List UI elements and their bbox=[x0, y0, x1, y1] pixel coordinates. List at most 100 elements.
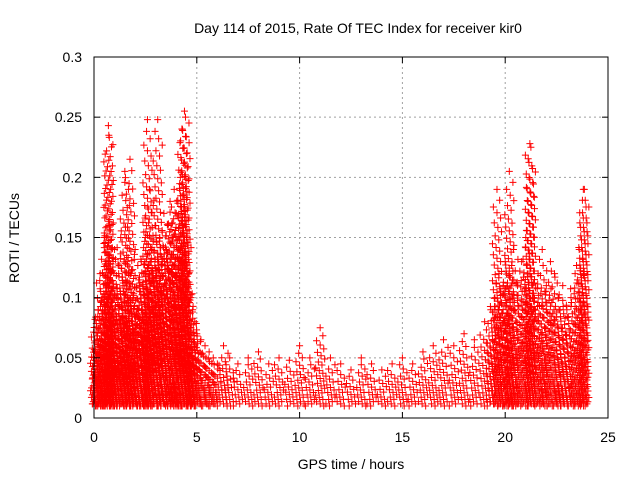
data-point bbox=[563, 306, 571, 314]
data-point bbox=[468, 352, 476, 360]
data-point bbox=[278, 369, 286, 377]
data-point bbox=[221, 358, 229, 366]
data-point bbox=[286, 367, 294, 375]
data-point bbox=[539, 262, 547, 270]
data-point bbox=[108, 180, 116, 188]
data-point bbox=[109, 192, 117, 200]
data-point bbox=[144, 162, 152, 170]
data-point bbox=[184, 163, 192, 171]
data-point bbox=[502, 223, 510, 231]
data-point bbox=[298, 354, 306, 362]
data-point bbox=[129, 291, 137, 299]
data-point bbox=[114, 300, 122, 308]
data-point bbox=[131, 246, 139, 254]
data-point bbox=[121, 167, 129, 175]
data-point bbox=[138, 364, 146, 372]
data-point bbox=[429, 358, 437, 366]
data-point bbox=[197, 336, 205, 344]
data-point bbox=[562, 331, 570, 339]
data-point bbox=[143, 194, 151, 202]
data-point bbox=[114, 360, 122, 368]
data-point bbox=[358, 372, 366, 380]
data-point bbox=[152, 147, 160, 155]
data-point bbox=[319, 332, 327, 340]
data-point bbox=[108, 162, 116, 170]
data-point bbox=[126, 195, 134, 203]
data-point bbox=[153, 205, 161, 213]
data-point bbox=[522, 291, 530, 299]
data-point bbox=[275, 354, 283, 362]
data-point bbox=[92, 346, 100, 354]
data-point bbox=[242, 369, 249, 377]
data-point bbox=[100, 158, 108, 166]
data-point bbox=[118, 238, 126, 246]
data-point bbox=[520, 269, 528, 277]
data-point bbox=[367, 374, 375, 382]
data-point bbox=[551, 290, 559, 298]
data-point bbox=[551, 302, 559, 310]
data-point bbox=[91, 339, 99, 347]
data-point bbox=[559, 302, 567, 310]
data-point bbox=[549, 295, 557, 303]
data-point bbox=[135, 313, 143, 321]
data-point bbox=[156, 208, 164, 216]
data-point bbox=[411, 371, 419, 379]
data-point bbox=[168, 220, 176, 228]
data-point bbox=[236, 371, 244, 379]
data-point bbox=[538, 295, 546, 303]
data-point bbox=[326, 354, 334, 362]
data-point bbox=[224, 349, 232, 357]
data-point bbox=[140, 191, 148, 199]
data-point bbox=[560, 310, 568, 318]
data-point bbox=[306, 354, 314, 362]
data-point bbox=[156, 198, 164, 206]
data-point bbox=[387, 371, 395, 379]
data-point bbox=[103, 163, 111, 171]
data-point bbox=[325, 365, 333, 373]
data-point bbox=[320, 345, 328, 353]
data-point bbox=[506, 238, 514, 246]
data-point bbox=[310, 365, 318, 373]
data-point bbox=[317, 352, 325, 360]
data-point bbox=[104, 122, 112, 130]
data-point bbox=[296, 342, 304, 350]
data-point bbox=[447, 361, 455, 369]
data-point bbox=[120, 219, 128, 227]
data-point bbox=[91, 370, 99, 378]
data-point bbox=[223, 372, 231, 380]
data-point bbox=[485, 332, 493, 340]
data-point bbox=[501, 251, 509, 259]
data-point bbox=[409, 360, 417, 368]
data-point bbox=[565, 325, 573, 333]
data-point bbox=[474, 348, 482, 356]
data-point bbox=[155, 135, 163, 143]
data-point bbox=[564, 313, 572, 321]
data-point bbox=[450, 354, 458, 362]
data-point bbox=[115, 310, 123, 318]
data-point bbox=[96, 277, 104, 285]
data-point bbox=[135, 346, 143, 354]
data-point bbox=[313, 348, 321, 356]
data-point bbox=[226, 354, 234, 362]
data-point bbox=[133, 322, 141, 330]
data-point bbox=[296, 361, 304, 369]
data-point bbox=[538, 246, 546, 254]
data-point bbox=[419, 348, 427, 356]
data-point bbox=[337, 360, 345, 368]
data-point bbox=[166, 208, 174, 216]
data-point bbox=[113, 291, 121, 299]
data-point bbox=[375, 376, 383, 384]
data-point bbox=[121, 178, 129, 186]
data-point bbox=[111, 340, 119, 348]
data-point bbox=[131, 311, 139, 319]
data-point bbox=[118, 191, 126, 199]
data-point bbox=[262, 371, 270, 379]
data-point bbox=[135, 373, 143, 381]
data-point bbox=[378, 366, 386, 374]
data-point bbox=[456, 357, 464, 365]
data-point bbox=[142, 171, 150, 179]
data-point bbox=[102, 185, 110, 193]
data-point bbox=[143, 127, 151, 135]
data-point bbox=[265, 360, 273, 368]
